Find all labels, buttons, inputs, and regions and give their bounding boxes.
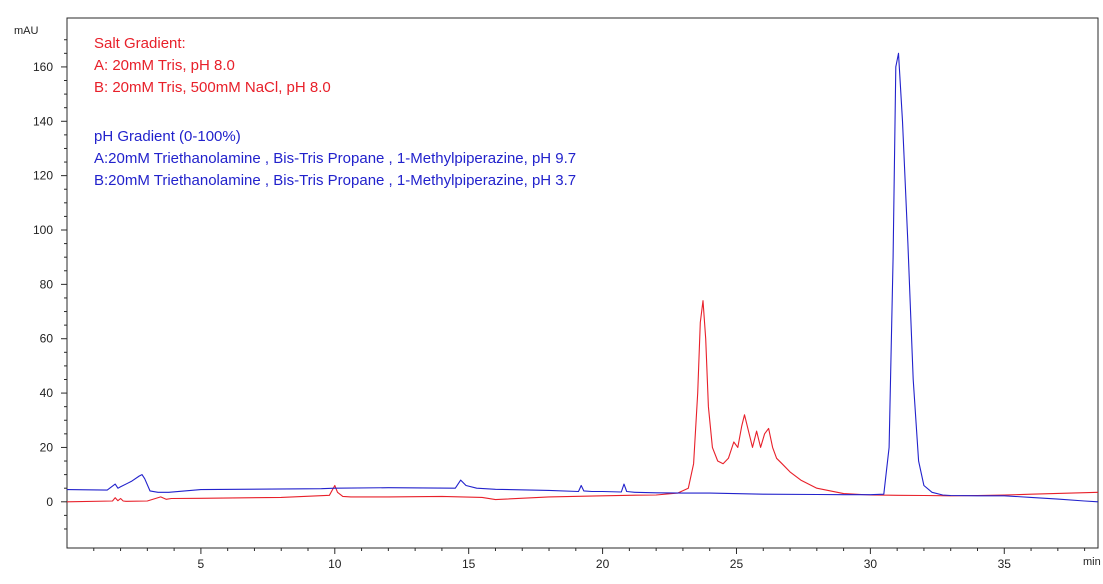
ph-annotation-line: B:20mM Triethanolamine , Bis-Tris Propan… — [94, 172, 576, 189]
y-tick-label: 100 — [33, 223, 53, 237]
salt-annotation-line: Salt Gradient: — [94, 35, 186, 52]
salt-annotation-line: B: 20mM Tris, 500mM NaCl, pH 8.0 — [94, 79, 331, 96]
y-axis-unit: mAU — [14, 25, 39, 37]
series-layer — [66, 52, 1099, 503]
y-tick-label: 20 — [40, 440, 54, 454]
series-line-salt-gradient — [66, 300, 1099, 503]
x-axis: 5 10 15 20 25 30 35 — [93, 548, 1086, 571]
series-line-ph-gradient — [66, 52, 1099, 503]
salt-gradient-annotation: Salt Gradient: A: 20mM Tris, pH 8.0 B: 2… — [94, 35, 331, 96]
ph-gradient-annotation: pH Gradient (0-100%) A:20mM Triethanolam… — [94, 128, 576, 189]
y-axis: 0 20 40 60 80 100 120 140 160 — [33, 39, 67, 530]
x-tick-label: 15 — [462, 557, 476, 571]
y-tick-label: 40 — [40, 386, 54, 400]
y-tick-label: 0 — [46, 495, 53, 509]
x-tick-label: 30 — [864, 557, 878, 571]
y-tick-label: 80 — [40, 277, 54, 291]
salt-annotation-line: A: 20mM Tris, pH 8.0 — [94, 57, 235, 74]
x-tick-label: 5 — [198, 557, 205, 571]
ph-annotation-line: pH Gradient (0-100%) — [94, 128, 241, 145]
x-tick-label: 10 — [328, 557, 342, 571]
x-tick-label: 20 — [596, 557, 610, 571]
x-tick-label: 25 — [730, 557, 744, 571]
y-tick-label: 140 — [33, 114, 53, 128]
x-axis-unit: min — [1083, 556, 1101, 568]
ph-annotation-line: A:20mM Triethanolamine , Bis-Tris Propan… — [94, 150, 576, 167]
plot-frame — [66, 17, 1099, 549]
y-tick-label: 60 — [40, 332, 54, 346]
x-tick-label: 35 — [998, 557, 1012, 571]
y-tick-label: 160 — [33, 60, 53, 74]
y-tick-label: 120 — [33, 169, 53, 183]
